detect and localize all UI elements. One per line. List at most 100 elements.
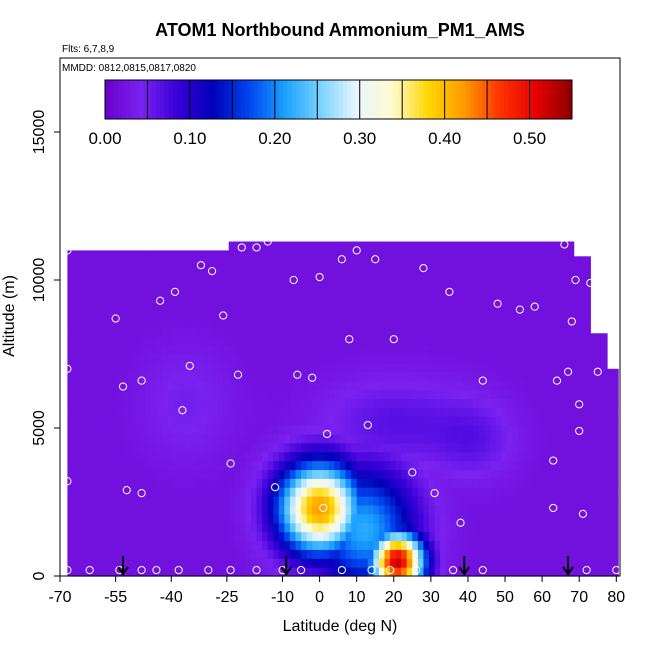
heatmap-cell — [612, 558, 619, 568]
heatmap-cell — [328, 371, 336, 382]
heatmap-cell — [473, 549, 480, 559]
heatmap-cell — [429, 451, 436, 462]
heatmap-cell — [479, 469, 486, 479]
heatmap-cell — [123, 442, 130, 453]
heatmap-cell — [167, 469, 174, 479]
heatmap-cell — [479, 433, 486, 444]
heatmap-cell — [473, 504, 480, 515]
colorbar-swatch — [257, 80, 263, 119]
heatmap-cell — [573, 371, 580, 382]
heatmap-cell — [490, 442, 497, 453]
heatmap-cell — [72, 282, 80, 293]
heatmap-cell — [518, 522, 525, 533]
heatmap-cell — [378, 256, 386, 266]
heatmap-cell — [295, 380, 302, 391]
heatmap-cell — [123, 531, 130, 542]
heatmap-cell — [356, 558, 363, 568]
heatmap-cell — [106, 309, 113, 320]
heatmap-cell — [495, 274, 502, 284]
heatmap-cell — [184, 567, 191, 577]
heatmap-cell — [67, 425, 74, 435]
heatmap-cell — [423, 274, 430, 284]
heatmap-cell — [562, 300, 569, 311]
heatmap-cell — [545, 433, 552, 444]
heatmap-cell — [356, 469, 363, 479]
heatmap-cell — [495, 247, 502, 257]
heatmap-cell — [295, 318, 302, 328]
heatmap-cell — [440, 309, 447, 320]
heatmap-cell — [518, 300, 525, 311]
heatmap-cell — [612, 522, 619, 533]
heatmap-cell — [601, 407, 608, 417]
colorbar-swatch — [321, 80, 327, 119]
heatmap-cell — [540, 274, 547, 284]
heatmap-cell — [479, 460, 486, 471]
heatmap-cell — [328, 460, 336, 471]
heatmap-cell — [289, 487, 297, 497]
heatmap-cell — [484, 282, 491, 293]
heatmap-cell — [451, 531, 458, 542]
colorbar-swatch — [457, 80, 463, 119]
heatmap-cell — [161, 362, 169, 373]
heatmap-cell — [178, 398, 185, 408]
heatmap-cell — [306, 433, 313, 444]
heatmap-cell — [351, 478, 358, 488]
heatmap-cell — [267, 291, 274, 302]
heatmap-cell — [128, 451, 135, 462]
heatmap-cell — [262, 300, 269, 311]
heatmap-cell — [512, 247, 519, 257]
heatmap-cell — [345, 362, 352, 373]
heatmap-cell — [345, 247, 352, 257]
heatmap-cell — [250, 425, 258, 435]
heatmap-cell — [306, 504, 313, 515]
heatmap-cell — [156, 345, 163, 355]
heatmap-cell — [111, 549, 119, 559]
heatmap-cell — [445, 345, 452, 355]
heatmap-cell — [295, 407, 302, 417]
heatmap-cell — [512, 380, 519, 391]
heatmap-cell — [72, 250, 80, 257]
heatmap-cell — [395, 300, 402, 311]
heatmap-cell — [490, 380, 497, 391]
heatmap-cell — [451, 300, 458, 311]
heatmap-cell — [529, 504, 536, 515]
heatmap-cell — [306, 549, 313, 559]
heatmap-cell — [173, 371, 180, 382]
heatmap-cell — [395, 442, 402, 453]
heatmap-cell — [328, 549, 336, 559]
heatmap-cell — [250, 487, 258, 497]
heatmap-cell — [239, 241, 247, 249]
plot-frame — [59, 57, 621, 577]
heatmap-cell — [406, 398, 413, 408]
x-tick-label: -25 — [215, 589, 238, 606]
heatmap-cell — [250, 291, 258, 302]
heatmap-cell — [100, 522, 107, 533]
heatmap-cell — [200, 442, 208, 453]
heatmap-cell — [601, 487, 608, 497]
heatmap-cell — [167, 398, 174, 408]
heatmap-cell — [462, 389, 469, 399]
heatmap-cell — [568, 522, 575, 533]
heatmap-cell — [223, 282, 230, 293]
heatmap-cell — [501, 327, 508, 337]
heatmap-cell — [189, 513, 196, 524]
heatmap-cell — [495, 442, 502, 453]
heatmap-cell — [195, 250, 202, 257]
heatmap-cell — [423, 478, 430, 488]
heatmap-cell — [206, 345, 213, 355]
heatmap-cell — [173, 540, 180, 550]
heatmap-cell — [390, 371, 397, 382]
heatmap-cell — [278, 336, 285, 346]
heatmap-cell — [373, 469, 380, 479]
heatmap-cell — [395, 282, 402, 293]
heatmap-cell — [534, 407, 541, 417]
heatmap-cell — [267, 407, 274, 417]
heatmap-cell — [139, 380, 146, 391]
heatmap-cell — [362, 256, 369, 266]
heatmap-cell — [123, 513, 130, 524]
heatmap-cell — [167, 460, 174, 471]
heatmap-cell — [245, 451, 252, 462]
heatmap-cell — [278, 282, 285, 293]
colorbar-swatch — [219, 80, 225, 119]
heatmap-cell — [239, 567, 247, 577]
